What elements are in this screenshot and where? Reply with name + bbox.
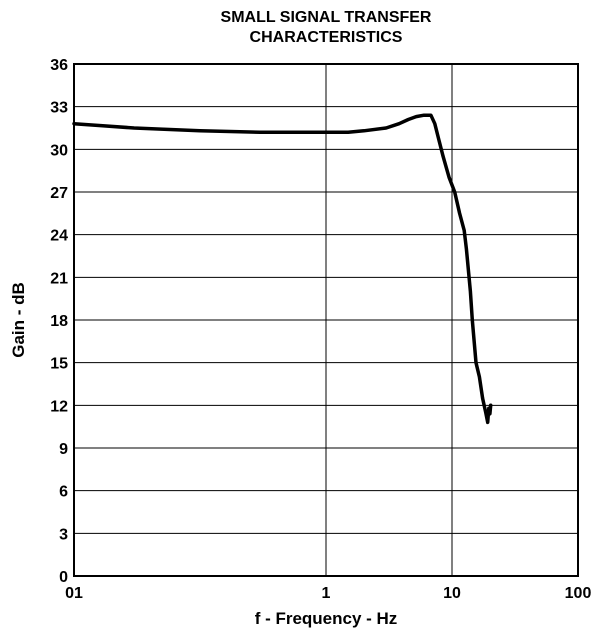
y-tick-label: 36 [50,57,68,74]
y-tick-label: 33 [50,100,68,117]
chart-title-line-1: SMALL SIGNAL TRANSFER [221,9,432,26]
y-axis-label: Gain - dB [9,282,28,358]
x-tick-label: 01 [65,585,83,602]
x-axis-label: f - Frequency - Hz [255,609,398,628]
y-tick-label: 0 [59,569,68,586]
y-tick-label: 30 [50,142,68,159]
gain-curve [72,113,493,425]
x-tick-label: 10 [443,585,461,602]
chart-title-line-2: CHARACTERISTICS [250,29,403,46]
y-tick-label: 18 [50,313,68,330]
x-tick-label: 100 [565,585,592,602]
y-tick-label: 15 [50,356,68,373]
x-tick-label: 1 [322,585,331,602]
y-tick-label: 27 [50,185,68,202]
y-tick-label: 6 [59,484,68,501]
y-tick-label: 24 [50,228,68,245]
plot-frame [73,63,579,577]
y-tick-label: 9 [59,441,68,458]
y-tick-label: 21 [50,270,68,287]
y-tick-label: 12 [50,398,68,415]
grid [73,63,579,577]
y-tick-label: 3 [59,526,68,543]
x-tick-labels: 01 1 10 100 [65,585,591,602]
series [72,113,493,425]
